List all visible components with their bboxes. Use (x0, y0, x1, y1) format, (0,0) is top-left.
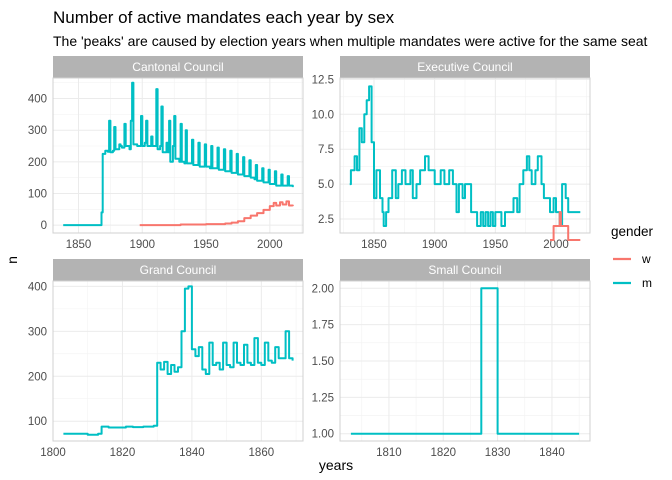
panel-grand-council: Grand Council 1800 1820 1840 1860 100 200 300 40… (28, 259, 304, 459)
strip-label-cantonal-council: Cantonal Council (132, 60, 223, 74)
x-tick-label: 1900 (129, 239, 155, 251)
panel-executive-council: Executive Council 1850 1900 1950 2000 2.5 5.0 7… (312, 56, 591, 251)
y-tick-label: 100 (28, 188, 47, 200)
panel-border (52, 77, 304, 234)
y-tick-label: 200 (28, 157, 47, 169)
x-tick-label: 2000 (543, 239, 569, 251)
series-m-grand-council (63, 285, 294, 436)
panel-small-council: Small Council 1810 1820 1830 1840 1.00 1.25 1.5… (312, 259, 591, 459)
facet-panels: Cantonal Council 1850 1900 1950 2000 0 100 200 3… (28, 56, 591, 459)
x-tick-label: 1900 (422, 239, 448, 251)
y-tick-label: 1.00 (312, 429, 334, 441)
y-tick-label: 10.0 (312, 109, 334, 121)
legend-item-w: w (613, 252, 651, 266)
y-tick-label: 100 (28, 416, 47, 428)
x-tick-label: 1840 (539, 447, 565, 459)
y-tick-label: 2.00 (312, 283, 334, 295)
strip-label-executive-council: Executive Council (417, 60, 512, 74)
y-tick-label: 12.5 (312, 74, 334, 86)
chart-title: Number of active mandates each year by s… (53, 8, 395, 27)
y-axis-title: n (4, 256, 20, 264)
x-tick-label: 1950 (483, 239, 509, 251)
x-tick-label: 1810 (376, 447, 402, 459)
legend-label-w: w (641, 252, 651, 266)
x-tick-label: 1800 (40, 447, 66, 459)
x-axis-title: years (319, 457, 353, 473)
x-tick-label: 1820 (110, 447, 136, 459)
x-tick-label: 1830 (485, 447, 511, 459)
y-tick-label: 2.5 (318, 214, 334, 226)
chart-subtitle: The 'peaks' are caused by election years… (53, 33, 648, 49)
series-w-cantonal-council (139, 200, 294, 227)
x-tick-label: 1850 (66, 239, 92, 251)
y-tick-label: 7.5 (318, 144, 334, 156)
y-tick-label: 0 (41, 220, 47, 232)
legend: gender wm (611, 224, 654, 290)
y-tick-label: 300 (28, 326, 47, 338)
series-m-cantonal-council (63, 81, 294, 227)
y-tick-label: 1.25 (312, 392, 334, 404)
y-tick-label: 1.75 (312, 320, 334, 332)
strip-label-small-council: Small Council (428, 263, 501, 277)
x-tick-label: 2000 (257, 239, 283, 251)
strip-label-grand-council: Grand Council (140, 263, 217, 277)
series-w-executive-council (550, 211, 581, 241)
strip-cantonal-council (53, 56, 303, 78)
legend-title: gender (611, 224, 654, 239)
panel-cantonal-council: Cantonal Council 1850 1900 1950 2000 0 100 200 3… (28, 56, 304, 251)
x-tick-label: 1840 (179, 447, 205, 459)
y-tick-label: 1.50 (312, 356, 334, 368)
panel-border (339, 280, 591, 442)
x-tick-label: 1950 (193, 239, 219, 251)
series-m-small-council (350, 287, 580, 435)
series-m-executive-council (349, 85, 581, 227)
x-tick-label: 1820 (430, 447, 456, 459)
y-tick-label: 5.0 (318, 179, 334, 191)
y-tick-label: 400 (28, 94, 47, 106)
panel-border (339, 77, 591, 234)
legend-item-m: m (613, 276, 652, 290)
panel-border (52, 280, 304, 442)
y-tick-label: 200 (28, 371, 47, 383)
x-tick-label: 1860 (249, 447, 275, 459)
strip-executive-council (340, 56, 590, 78)
y-tick-label: 400 (28, 281, 47, 293)
x-tick-label: 1850 (361, 239, 387, 251)
y-tick-label: 300 (28, 125, 47, 137)
strip-grand-council (53, 259, 303, 281)
strip-small-council (340, 259, 590, 281)
legend-label-m: m (642, 276, 652, 290)
